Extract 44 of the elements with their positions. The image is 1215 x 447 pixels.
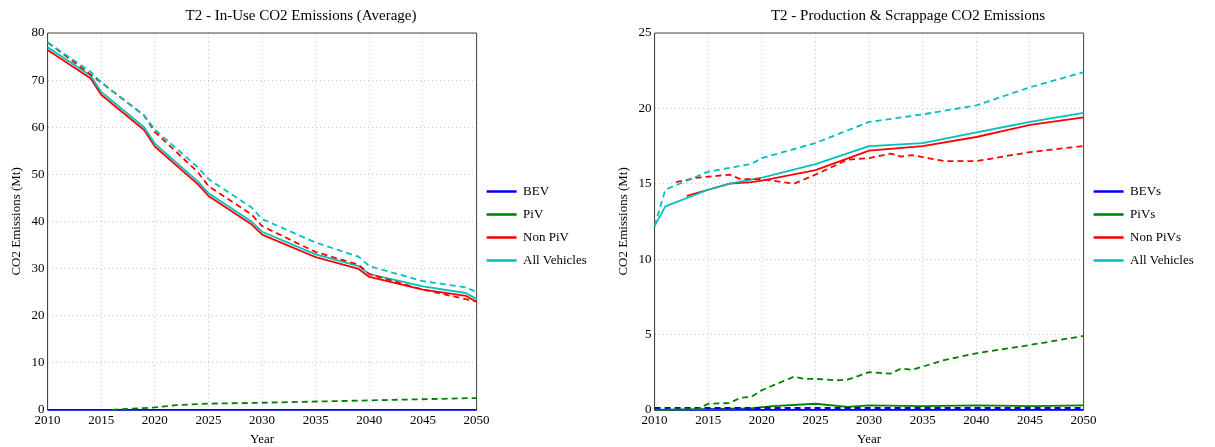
x-tick-label: 2030 — [249, 412, 276, 428]
y-tick-label: 15 — [638, 175, 652, 191]
y-tick-label: 70 — [31, 71, 45, 87]
x-tick-label: 2045 — [409, 412, 436, 428]
y-tick-label: 20 — [638, 99, 652, 115]
y-tick-label: 60 — [31, 118, 45, 134]
y-tick-label: 10 — [31, 354, 45, 370]
x-axis-title: Year — [857, 430, 882, 446]
y-axis-title: CO2 Emissions (Mt) — [8, 167, 24, 276]
legend-label: Non PiV — [523, 228, 570, 244]
x-tick-label: 2040 — [963, 412, 990, 428]
x-tick-label: 2025 — [195, 412, 222, 428]
y-tick-label: 80 — [31, 24, 45, 40]
y-tick-label: 5 — [645, 325, 652, 341]
x-tick-label: 2020 — [141, 412, 168, 428]
legend-label: BEV — [523, 182, 550, 198]
x-tick-label: 2030 — [856, 412, 883, 428]
x-tick-label: 2015 — [695, 412, 722, 428]
y-axis-title: CO2 Emissions (Mt) — [615, 167, 631, 276]
legend-label: All Vehicles — [1130, 251, 1194, 267]
x-tick-label: 2015 — [88, 412, 115, 428]
x-tick-label: 2020 — [748, 412, 775, 428]
y-tick-label: 50 — [31, 165, 45, 181]
legend-label: Non PiVs — [1130, 228, 1182, 244]
y-tick-label: 25 — [638, 24, 652, 40]
legend-label: BEVs — [1130, 182, 1162, 198]
legend-label: All Vehicles — [523, 251, 587, 267]
legend-label: PiV — [523, 205, 544, 221]
y-tick-label: 10 — [638, 250, 652, 266]
chart-title: T2 - Production & Scrappage CO2 Emissions — [770, 6, 1046, 23]
x-tick-label: 2050 — [1070, 412, 1097, 428]
x-tick-label: 2035 — [909, 412, 936, 428]
y-tick-label: 40 — [31, 212, 45, 228]
x-tick-label: 2035 — [302, 412, 329, 428]
x-tick-label: 2050 — [463, 412, 490, 428]
y-tick-label: 20 — [31, 307, 45, 323]
line-series — [111, 397, 478, 411]
legend-label: PiVs — [1130, 205, 1156, 221]
x-tick-label: 2025 — [802, 412, 829, 428]
x-tick-label: 2040 — [356, 412, 383, 428]
y-tick-label: 30 — [31, 259, 45, 275]
x-axis-title: Year — [250, 430, 275, 446]
x-tick-label: 2045 — [1016, 412, 1043, 428]
chart-title: T2 - In-Use CO2 Emissions (Average) — [185, 6, 417, 24]
